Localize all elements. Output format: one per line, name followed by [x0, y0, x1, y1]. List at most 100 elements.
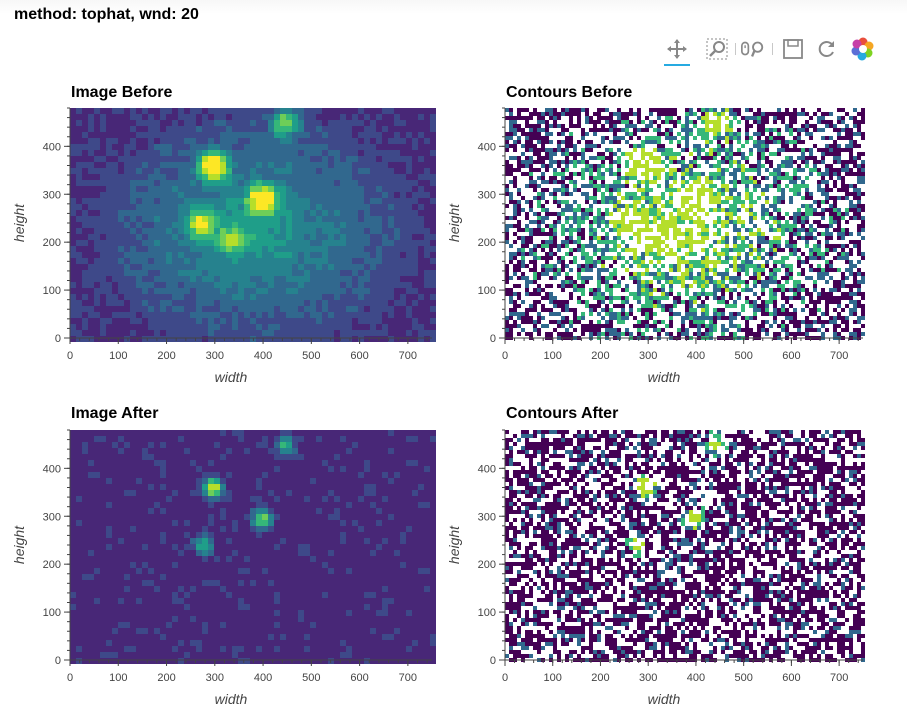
heatmap-cell	[262, 198, 268, 204]
heatmap-cell	[280, 198, 286, 204]
heatmap-cell	[274, 174, 280, 180]
heatmap-cell	[232, 258, 238, 264]
box-zoom-tool-button[interactable]	[704, 34, 730, 64]
heatmap-cell	[130, 204, 136, 210]
heatmap-cell	[657, 244, 661, 248]
heatmap-cell	[557, 132, 561, 136]
heatmap-cell	[112, 168, 118, 174]
heatmap-cell	[70, 108, 76, 114]
heatmap-cell	[364, 258, 370, 264]
heatmap-cell	[577, 220, 581, 224]
heatmap-cell	[725, 276, 729, 280]
heatmap-cell	[685, 180, 689, 184]
heatmap-cell	[382, 216, 388, 222]
bokeh-logo-link[interactable]	[850, 34, 876, 64]
heatmap-cell	[322, 336, 328, 342]
heatmap-cell	[166, 174, 172, 180]
heatmap-cell	[581, 136, 585, 140]
heatmap-cell	[202, 258, 208, 264]
heatmap-cell	[346, 204, 352, 210]
heatmap-cell	[346, 330, 352, 336]
heatmap-cell	[406, 336, 412, 342]
heatmap-cell	[717, 260, 721, 264]
heatmap-cell	[70, 198, 76, 204]
heatmap-cell	[629, 108, 633, 112]
heatmap-cell	[669, 268, 673, 272]
heatmap-cell	[346, 222, 352, 228]
heatmap-cell	[148, 222, 154, 228]
heatmap-cell	[406, 306, 412, 312]
heatmap-cell	[358, 114, 364, 120]
heatmap-cell	[178, 270, 184, 276]
heatmap-cell	[569, 112, 573, 116]
heatmap-cell	[394, 336, 400, 342]
heatmap-cell	[244, 246, 250, 252]
heatmap-cell	[286, 180, 292, 186]
heatmap-cell	[769, 164, 773, 168]
heatmap-cell	[753, 272, 757, 276]
heatmap-cell	[805, 216, 809, 220]
heatmap-cell	[238, 198, 244, 204]
heatmap-cell	[160, 126, 166, 132]
heatmap-cell	[809, 116, 813, 120]
reset-tool-button[interactable]	[814, 34, 840, 64]
wheel-zoom-tool-button[interactable]	[740, 34, 766, 64]
heatmap-cell	[280, 324, 286, 330]
heatmap-cell	[256, 306, 262, 312]
heatmap-cell	[244, 192, 250, 198]
heatmap-cell	[557, 160, 561, 164]
heatmap-cell	[352, 246, 358, 252]
heatmap-cell	[517, 284, 521, 288]
heatmap-cell	[382, 204, 388, 210]
heatmap-cell	[220, 144, 226, 150]
heatmap-cell	[741, 220, 745, 224]
heatmap-cell	[621, 152, 625, 156]
heatmap-cell	[352, 168, 358, 174]
heatmap-cell	[573, 220, 577, 224]
heatmap-cell	[605, 136, 609, 140]
heatmap-cell	[753, 268, 757, 272]
heatmap-cell	[316, 330, 322, 336]
heatmap-cell	[677, 280, 681, 284]
heatmap-cell	[773, 208, 777, 212]
heatmap-cell	[565, 192, 569, 196]
heatmap-cell	[793, 128, 797, 132]
heatmap-cell	[793, 252, 797, 256]
heatmap-cell	[310, 330, 316, 336]
heatmap-cell	[801, 268, 805, 272]
heatmap-cell	[184, 174, 190, 180]
heatmap-cell	[166, 246, 172, 252]
heatmap-cell	[232, 252, 238, 258]
heatmap-cell	[821, 156, 825, 160]
heatmap-cell	[424, 180, 430, 186]
heatmap-cell	[160, 306, 166, 312]
heatmap-cell	[709, 156, 713, 160]
heatmap-cell	[769, 172, 773, 176]
heatmap-cell	[82, 162, 88, 168]
heatmap-cell	[208, 270, 214, 276]
heatmap-cell	[244, 288, 250, 294]
heatmap-cell	[400, 306, 406, 312]
heatmap-cell	[605, 268, 609, 272]
heatmap-cell	[773, 240, 777, 244]
heatmap-cell	[400, 318, 406, 324]
heatmap-cell	[621, 256, 625, 260]
heatmap-cell	[633, 148, 637, 152]
heatmap-cell	[304, 144, 310, 150]
heatmap-cell	[557, 200, 561, 204]
heatmap-cell	[352, 252, 358, 258]
heatmap-cell	[70, 144, 76, 150]
heatmap-cell	[70, 150, 76, 156]
heatmap-cell	[561, 244, 565, 248]
heatmap-cell	[136, 264, 142, 270]
heatmap-cell	[629, 224, 633, 228]
heatmap-cell	[597, 280, 601, 284]
heatmap-cell	[334, 114, 340, 120]
save-tool-button[interactable]	[780, 34, 806, 64]
heatmap-cell	[749, 196, 753, 200]
heatmap-cell	[184, 204, 190, 210]
heatmap-cell	[136, 240, 142, 246]
heatmap-cell	[585, 192, 589, 196]
pan-tool-button[interactable]	[664, 34, 690, 66]
